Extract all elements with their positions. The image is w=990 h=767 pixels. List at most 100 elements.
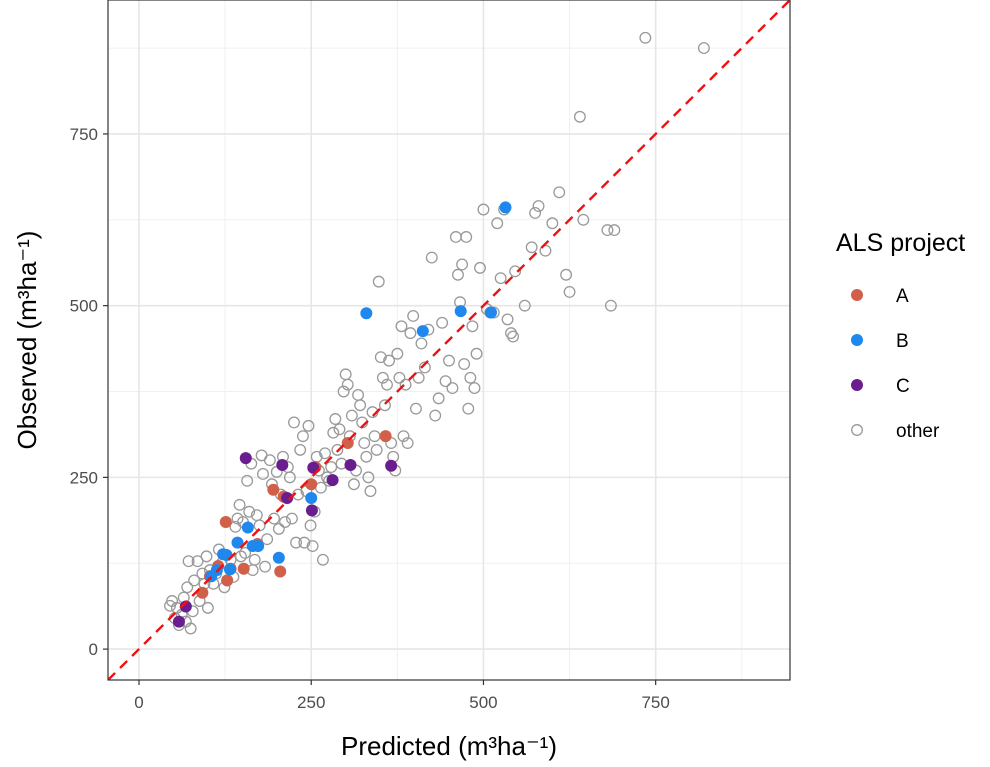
data-point-A	[274, 565, 287, 578]
data-point-other	[468, 382, 481, 395]
data-point-other	[432, 392, 445, 405]
data-point-other	[302, 419, 315, 432]
data-point-other	[333, 423, 346, 436]
data-point-other	[518, 299, 531, 312]
data-point-other	[241, 474, 254, 487]
data-point-other	[474, 261, 486, 274]
y-axis-ticks: 0 250 500 750	[70, 125, 108, 659]
data-point-other	[182, 555, 195, 568]
data-point-A	[267, 483, 280, 496]
data-point-other	[458, 358, 471, 370]
legend-label-other: other	[896, 421, 940, 442]
data-point-other	[248, 553, 261, 566]
legend-key-other	[851, 424, 863, 436]
data-point-other	[329, 413, 342, 425]
data-point-B	[305, 491, 318, 504]
y-tick-label: 250	[70, 468, 98, 487]
data-point-other	[415, 337, 428, 350]
data-point-other	[191, 555, 204, 568]
data-point-other	[298, 536, 311, 549]
x-tick-label: 750	[641, 693, 669, 712]
x-axis-title: Predicted (m³ha⁻¹)	[341, 731, 557, 761]
data-point-A	[379, 430, 392, 443]
data-point-other	[477, 203, 490, 216]
data-point-other	[376, 371, 389, 384]
data-point-other	[470, 347, 483, 360]
data-point-C	[239, 452, 252, 465]
data-point-other	[370, 443, 383, 456]
data-point-A	[219, 516, 232, 529]
data-point-other	[429, 409, 442, 422]
data-point-other	[560, 268, 573, 281]
data-point-other	[316, 553, 329, 566]
data-point-other	[409, 402, 422, 415]
data-point-other	[399, 378, 412, 391]
data-point-other	[462, 402, 475, 415]
data-point-B	[485, 306, 498, 319]
data-points	[164, 31, 710, 635]
data-point-C	[344, 459, 357, 472]
data-point-B	[454, 305, 467, 318]
data-point-other	[494, 272, 507, 285]
data-point-other	[604, 299, 617, 312]
data-point-C	[281, 491, 294, 504]
data-point-other	[395, 320, 408, 333]
legend-label-A: A	[896, 286, 909, 307]
data-point-other	[331, 443, 344, 456]
data-point-other	[452, 268, 464, 281]
data-point-other	[239, 546, 252, 559]
data-point-other	[532, 200, 545, 213]
data-point-other	[378, 399, 391, 412]
data-point-other	[233, 498, 246, 511]
data-point-other	[401, 437, 414, 449]
data-point-B	[499, 201, 512, 214]
data-point-other	[381, 378, 393, 391]
data-point-A	[221, 574, 234, 587]
data-point-other	[290, 536, 303, 549]
data-point-other	[525, 241, 538, 254]
data-point-other	[436, 316, 449, 329]
data-point-other	[456, 258, 469, 271]
data-point-other	[345, 409, 358, 422]
data-point-B	[231, 536, 244, 549]
data-point-other	[188, 574, 201, 587]
data-point-other	[404, 327, 417, 340]
data-point-other	[279, 516, 291, 528]
legend-key-C	[851, 379, 863, 391]
data-point-other	[697, 42, 710, 55]
data-point-other	[253, 519, 266, 532]
major-gridlines	[108, 0, 790, 680]
y-tick-label: 750	[70, 125, 98, 144]
x-tick-label: 500	[469, 693, 497, 712]
data-point-other	[341, 378, 354, 391]
data-point-other	[362, 471, 375, 484]
data-point-other	[374, 351, 387, 364]
data-point-other	[446, 382, 459, 395]
y-axis-title: Observed (m³ha⁻¹)	[12, 231, 42, 450]
data-point-other	[563, 285, 576, 298]
data-point-other	[507, 330, 520, 343]
data-point-other	[360, 450, 373, 463]
data-point-other	[285, 512, 298, 525]
data-point-C	[276, 459, 289, 472]
data-point-other	[577, 213, 590, 226]
data-point-other	[184, 622, 197, 635]
data-point-other	[288, 416, 300, 429]
data-point-other	[306, 540, 319, 553]
data-point-other	[443, 354, 455, 367]
data-point-other	[364, 485, 377, 498]
data-point-other	[283, 471, 296, 484]
data-point-other	[304, 519, 317, 532]
data-point-C	[326, 474, 339, 487]
data-point-other	[509, 265, 522, 278]
data-point-other	[397, 430, 410, 443]
legend-key-B	[851, 334, 863, 346]
legend-label-C: C	[896, 376, 910, 397]
data-point-other	[412, 371, 425, 384]
data-point-other	[407, 310, 420, 322]
data-point-other	[259, 560, 272, 573]
data-point-other	[263, 454, 276, 467]
data-point-other	[257, 467, 269, 480]
data-point-other	[639, 31, 652, 44]
